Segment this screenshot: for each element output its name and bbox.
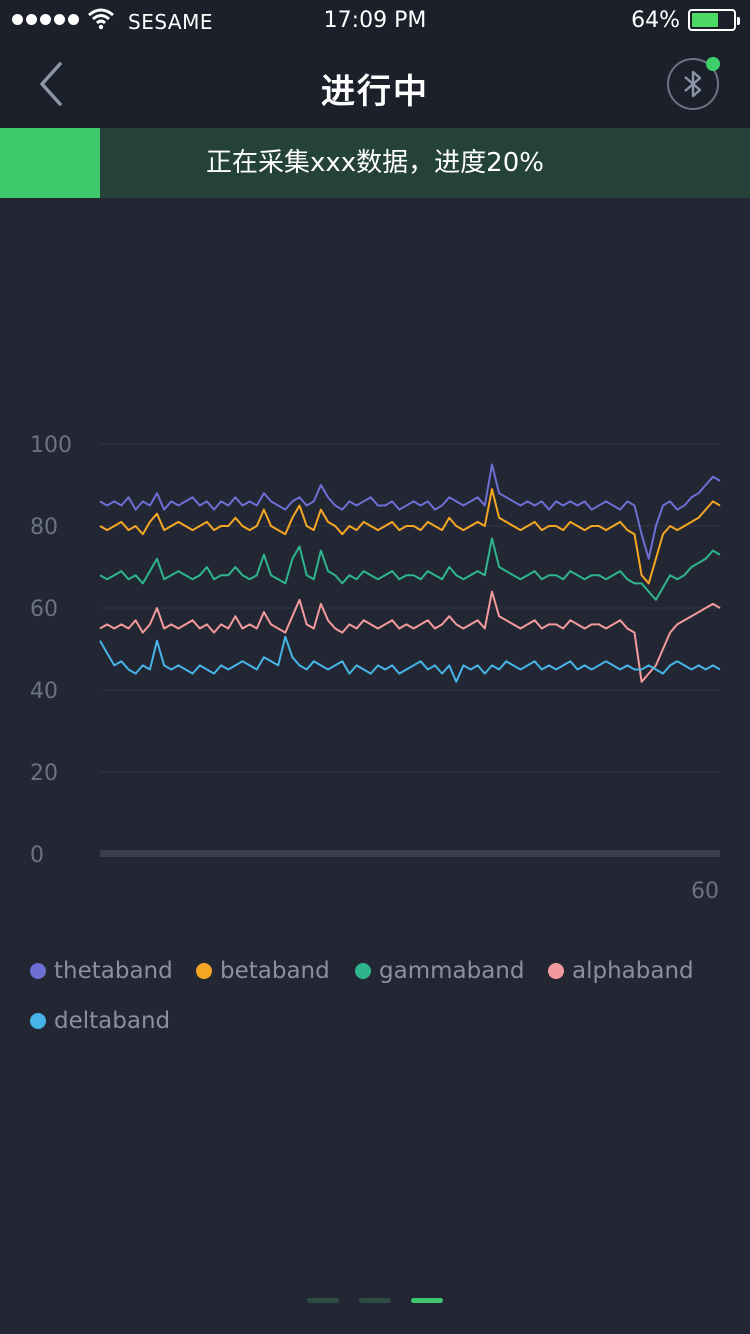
series-line-thetaband — [99, 463, 721, 560]
chart-svg: 100 80 60 40 20 0 60 — [30, 433, 721, 904]
y-tick-label: 40 — [30, 679, 58, 704]
line-chart: 100 80 60 40 20 0 60 — [0, 420, 750, 910]
series-line-betaband — [99, 488, 721, 585]
connection-status-dot — [706, 57, 720, 71]
legend-item-alphaband[interactable]: alphaband — [548, 958, 694, 984]
legend-item-deltaband[interactable]: deltaband — [30, 1008, 170, 1034]
page-dot[interactable] — [307, 1298, 339, 1303]
page-title: 进行中 — [321, 72, 429, 112]
page-dot[interactable] — [359, 1298, 391, 1303]
legend-dot-icon — [30, 963, 46, 979]
page-dot[interactable] — [411, 1298, 443, 1303]
legend-label: alphaband — [572, 958, 694, 984]
nav-bar: 进行中 — [0, 40, 750, 128]
wifi-icon — [88, 8, 114, 30]
series-line-alphaband — [99, 590, 721, 683]
carrier-name: SESAME — [128, 10, 213, 34]
x-tick-label: 60 — [691, 879, 719, 904]
progress-text: 正在采集xxx数据，进度20% — [206, 148, 544, 178]
series-line-deltaband — [99, 635, 721, 683]
legend-label: thetaband — [54, 958, 173, 984]
signal-dots-icon — [12, 14, 79, 25]
legend-dot-icon — [30, 1013, 46, 1029]
battery-icon — [688, 9, 740, 31]
y-tick-label: 20 — [30, 761, 58, 786]
battery-percent: 64% — [631, 8, 680, 33]
y-tick-label: 60 — [30, 597, 58, 622]
legend-item-betaband[interactable]: betaband — [196, 958, 330, 984]
top-bar: SESAME 17:09 PM 64% 进行中 — [0, 0, 750, 128]
battery-level-fill — [692, 13, 718, 27]
legend-dot-icon — [355, 963, 371, 979]
progress-banner: 正在采集xxx数据，进度20% — [0, 128, 750, 198]
y-tick-label: 80 — [30, 515, 58, 540]
legend-label: gammaband — [379, 958, 525, 984]
legend-dot-icon — [196, 963, 212, 979]
progress-bar-fill — [0, 128, 100, 198]
bluetooth-icon[interactable] — [666, 57, 720, 111]
y-tick-label: 100 — [30, 433, 72, 458]
legend-label: deltaband — [54, 1008, 171, 1034]
series-line-gammaband — [99, 537, 721, 601]
status-time: 17:09 PM — [323, 8, 427, 33]
x-axis-bar — [100, 850, 720, 857]
status-bar: SESAME 17:09 PM 64% — [0, 0, 750, 40]
legend-item-gammaband[interactable]: gammaband — [355, 958, 524, 984]
y-tick-label: 0 — [30, 843, 44, 868]
legend-item-thetaband[interactable]: thetaband — [30, 958, 173, 984]
legend-dot-icon — [548, 963, 564, 979]
chevron-left-icon[interactable] — [28, 58, 76, 110]
page-indicator — [0, 1298, 750, 1304]
legend-label: betaband — [220, 958, 330, 984]
